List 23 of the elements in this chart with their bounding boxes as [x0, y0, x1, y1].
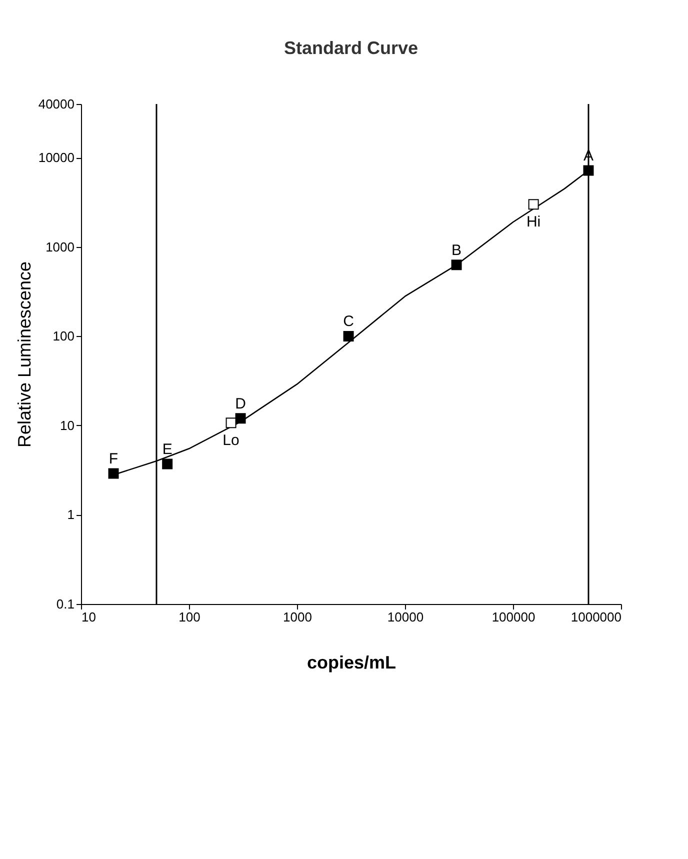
y-tick-label: 10000 [38, 150, 74, 166]
annotation: F [108, 450, 118, 468]
y-tick-label: 100 [52, 328, 74, 344]
x-axis-title: copies/mL [306, 652, 396, 672]
x-tick-label: 100000 [492, 610, 536, 624]
x-tick-label: 1000000 [570, 610, 622, 624]
y-tick-label: 40000 [38, 96, 74, 112]
annotation: D [235, 395, 246, 412]
annotation: Hi [526, 213, 541, 230]
x-tick-label: 10000 [387, 610, 424, 624]
y-tick-label: 1 [67, 507, 74, 522]
y-axis-title: Relative Luminescence [14, 261, 34, 448]
x-tick-label: 10 [82, 610, 96, 624]
annotation: E [162, 441, 172, 458]
chart-title: Standard Curve [284, 38, 418, 58]
x-tick-label: 100 [178, 610, 200, 624]
annotation: C [343, 313, 354, 330]
annotation: Lo [222, 432, 240, 449]
annotation: B [452, 242, 462, 259]
y-tick-label: 0.1 [56, 596, 74, 612]
x-tick-label: 1000 [283, 610, 312, 624]
y-tick-label: 1000 [46, 239, 74, 254]
y-tick-label: 10 [60, 418, 74, 433]
